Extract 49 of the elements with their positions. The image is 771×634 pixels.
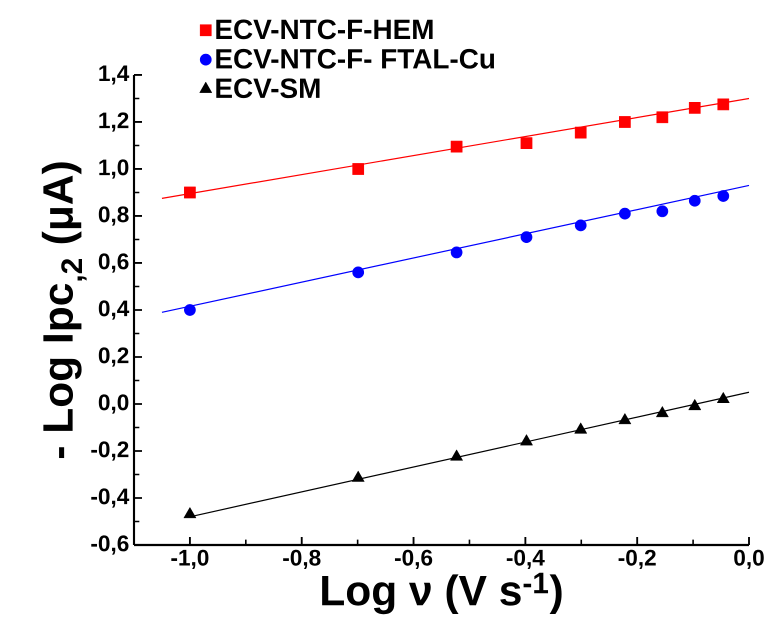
y-tick-label: 0,2: [98, 347, 128, 367]
y-tick-label: -0,2: [91, 441, 128, 461]
point: [352, 163, 364, 175]
x-tick-label: -1,0: [171, 550, 208, 569]
x-tick-label: -0,8: [283, 550, 320, 569]
point: [717, 392, 730, 404]
point: [574, 220, 587, 232]
point: [184, 507, 196, 518]
point: [656, 111, 668, 124]
y-tick-label: 1,4: [99, 65, 130, 85]
point: [656, 406, 669, 418]
y-tick-label: -0,4: [91, 488, 130, 508]
point: [520, 434, 533, 446]
y-tick-label: 1,2: [99, 112, 128, 132]
point: [619, 116, 631, 128]
point: [184, 186, 196, 198]
legend-label: ECV-SM: [216, 78, 320, 98]
y-tick-label: 0,4: [98, 300, 130, 320]
x-axis-title: Log ν (V s$^{-1}$): [322, 572, 562, 614]
point: [184, 304, 196, 316]
point: [618, 413, 632, 424]
point: [450, 450, 463, 461]
x-tick-label: -0,2: [618, 550, 656, 569]
point: [656, 205, 668, 218]
legend-label: ECV-NTC-F-HEM: [216, 19, 433, 40]
y-tick-label: 0,0: [98, 394, 128, 414]
x-tick-label: -0,6: [394, 550, 432, 569]
point: [717, 190, 730, 202]
point: [688, 399, 702, 410]
point: [352, 266, 364, 278]
y-tick-label: 0,6: [98, 253, 128, 273]
point: [574, 126, 587, 138]
point: [619, 208, 631, 220]
y-axis-title: - Log Ipc$_{,2}$ (μA): [42, 162, 87, 458]
point: [450, 246, 462, 258]
point: [450, 140, 462, 153]
point: [574, 422, 587, 434]
point: [688, 194, 701, 207]
point: [688, 102, 701, 114]
x-tick-label: -0,4: [506, 550, 545, 569]
y-tick-label: 0,8: [98, 206, 129, 226]
point: [717, 98, 730, 110]
y-tick-label: -0,6: [91, 535, 128, 555]
y-tick-label: 1,0: [99, 159, 128, 179]
point: [520, 137, 532, 150]
point: [352, 470, 364, 482]
legend-label: ECV-NTC-F- FTAL-Cu: [216, 48, 494, 69]
point: [520, 231, 532, 244]
x-tick-label: 0,0: [734, 550, 764, 569]
